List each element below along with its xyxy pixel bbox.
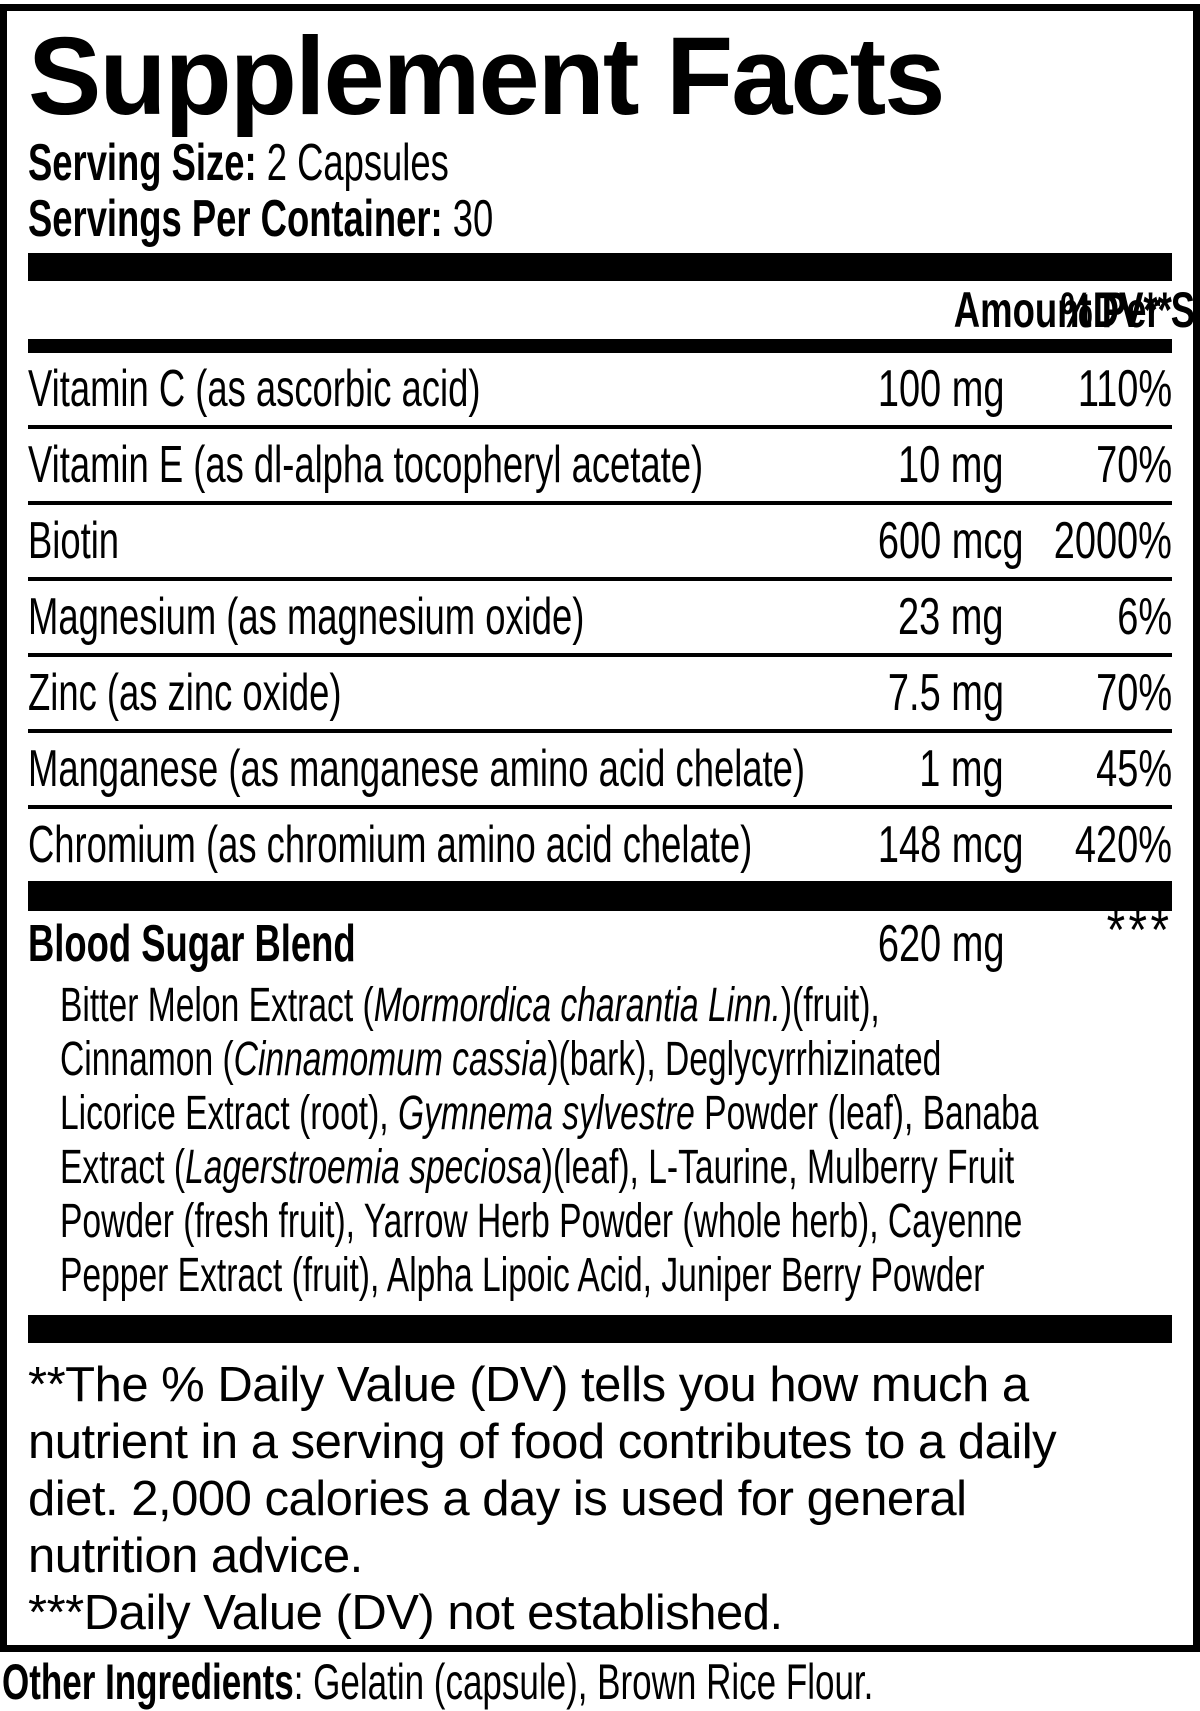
nutrient-name-text: Vitamin E (as dl-alpha tocopheryl acetat… [28, 436, 704, 494]
servings-per-container-value: 30 [442, 190, 494, 248]
nutrient-name: Vitamin E (as dl-alpha tocopheryl acetat… [28, 435, 824, 495]
blend-description-text: Powder (fresh fruit), Yarrow Herb Powder… [60, 1195, 1023, 1248]
nutrient-amount-text: 100 mg [877, 360, 1004, 418]
nutrient-amount: 1 mg [824, 739, 1004, 799]
nutrient-amount: 600 mcg [824, 511, 1024, 571]
nutrient-dv-text: 70% [1096, 436, 1172, 494]
nutrient-name-text: Biotin [28, 512, 120, 570]
blend-dv-asterisks: *** [1106, 898, 1172, 961]
table-row: Chromium (as chromium amino acid chelate… [28, 809, 1172, 881]
nutrient-dv: 6% [1004, 587, 1172, 647]
other-ingredients-label: Other Ingredients [2, 1654, 294, 1710]
nutrient-name: Manganese (as manganese amino acid chela… [28, 739, 824, 799]
other-ingredients-line: Other Ingredients: Gelatin (capsule), Br… [2, 1656, 1200, 1708]
nutrient-name-text: Chromium (as chromium amino acid chelate… [28, 816, 753, 874]
serving-size-value: 2 Capsules [256, 134, 449, 192]
nutrient-amount: 10 mg [824, 435, 1004, 495]
blend-description-text: Cinnamon (Cinnamomum cassia)(bark), Degl… [60, 1033, 942, 1086]
blend-description-text: Pepper Extract (fruit), Alpha Lipoic Aci… [60, 1249, 985, 1302]
nutrient-dv-text: 110% [1077, 360, 1172, 418]
table-row: Magnesium (as magnesium oxide) 23 mg 6% [28, 581, 1172, 657]
blend-description-line: Pepper Extract (fruit), Alpha Lipoic Aci… [60, 1249, 1172, 1303]
nutrient-name: Magnesium (as magnesium oxide) [28, 587, 824, 647]
nutrient-amount-text: 10 mg [898, 436, 1004, 494]
blend-description-line: Cinnamon (Cinnamomum cassia)(bark), Degl… [60, 1033, 1172, 1087]
servings-per-container-line: Servings Per Container: 30 [28, 193, 1172, 245]
header-percent-dv: %DV** [1060, 282, 1172, 338]
nutrient-dv-text: 6% [1117, 588, 1172, 646]
table-header-row: Amount Per Serving %DV** [28, 281, 1200, 339]
nutrient-rows: Vitamin C (as ascorbic acid) 100 mg 110% Vi… [28, 353, 1172, 881]
facts-panel: Supplement Facts Serving Size: 2 Capsule… [0, 4, 1200, 1652]
nutrient-name: Biotin [28, 511, 824, 571]
nutrient-dv: 45% [1004, 739, 1172, 799]
nutrient-amount: 23 mg [824, 587, 1004, 647]
table-row: Manganese (as manganese amino acid chela… [28, 733, 1172, 809]
blend-amount: 620 mg [877, 914, 1004, 973]
nutrient-dv: 70% [1004, 663, 1172, 723]
blend-description-line: Extract (Lagerstroemia speciosa)(leaf), … [60, 1141, 1172, 1195]
table-row: Biotin 600 mcg 2000% [28, 505, 1172, 581]
other-ingredients-value: : Gelatin (capsule), Brown Rice Flour. [293, 1654, 874, 1710]
nutrient-dv-text: 420% [1074, 816, 1172, 874]
footnotes: **The % Daily Value (DV) tells you how m… [28, 1357, 1172, 1642]
blend-description-text: Licorice Extract (root), Gymnema sylvest… [60, 1087, 1039, 1140]
table-row: Zinc (as zinc oxide) 7.5 mg 70% [28, 657, 1172, 733]
blend-description-text: Extract (Lagerstroemia speciosa)(leaf), … [60, 1141, 1015, 1194]
blend-description-line: Licorice Extract (root), Gymnema sylvest… [60, 1087, 1172, 1141]
blend-row: Blood Sugar Blend 620 mg *** [28, 898, 1172, 975]
blend-name: Blood Sugar Blend [28, 914, 356, 973]
nutrient-amount-text: 7.5 mg [887, 664, 1004, 722]
nutrient-dv-text: 45% [1096, 740, 1172, 798]
nutrient-amount-text: 148 mcg [877, 816, 1024, 874]
nutrient-name: Chromium (as chromium amino acid chelate… [28, 815, 824, 875]
page-title: Supplement Facts [28, 15, 945, 138]
nutrient-amount-text: 600 mcg [877, 512, 1024, 570]
divider-bar-thick [28, 1315, 1172, 1343]
blend-description-line: Bitter Melon Extract (Mormordica charant… [60, 979, 1172, 1033]
dv-footnote-line: diet. 2,000 calories a day is used for g… [28, 1472, 967, 1526]
divider-bar-thick [28, 881, 1172, 911]
nutrient-amount: 100 mg [824, 359, 1004, 419]
divider-bar-thin [28, 339, 1172, 353]
nutrient-name: Zinc (as zinc oxide) [28, 663, 824, 723]
dv-not-established-footnote: ***Daily Value (DV) not established. [28, 1586, 783, 1640]
nutrient-amount-text: 1 mg [919, 740, 1004, 798]
divider-bar-thick [28, 253, 1172, 281]
nutrient-name-text: Manganese (as manganese amino acid chela… [28, 740, 806, 798]
serving-size-line: Serving Size: 2 Capsules [28, 137, 1172, 189]
blend-description: Bitter Melon Extract (Mormordica charant… [28, 979, 1172, 1303]
dv-footnote-line: nutrition advice. [28, 1529, 363, 1583]
servings-per-container-label: Servings Per Container: [28, 190, 443, 248]
nutrient-dv-text: 2000% [1053, 512, 1172, 570]
blend-description-line: Powder (fresh fruit), Yarrow Herb Powder… [60, 1195, 1172, 1249]
header-amount-per-serving: Amount Per Serving [953, 282, 1200, 338]
nutrient-dv-text: 70% [1096, 664, 1172, 722]
table-row: Vitamin C (as ascorbic acid) 100 mg 110% [28, 353, 1172, 429]
nutrient-amount-text: 23 mg [898, 588, 1004, 646]
table-row: Vitamin E (as dl-alpha tocopheryl acetat… [28, 429, 1172, 505]
nutrient-name-text: Zinc (as zinc oxide) [28, 664, 342, 722]
nutrient-name: Vitamin C (as ascorbic acid) [28, 359, 824, 419]
nutrient-name-text: Vitamin C (as ascorbic acid) [28, 360, 481, 418]
nutrient-dv: 420% [1004, 815, 1172, 875]
dv-footnote-line: nutrient in a serving of food contribute… [28, 1415, 1057, 1469]
nutrient-amount: 148 mcg [824, 815, 1024, 875]
nutrient-dv: 110% [1004, 359, 1172, 419]
dv-footnote-line: **The % Daily Value (DV) tells you how m… [28, 1358, 1029, 1412]
nutrient-amount: 7.5 mg [824, 663, 1004, 723]
nutrient-dv: 2000% [1004, 511, 1172, 571]
nutrient-name-text: Magnesium (as magnesium oxide) [28, 588, 585, 646]
nutrient-dv: 70% [1004, 435, 1172, 495]
serving-size-label: Serving Size: [28, 134, 257, 192]
blend-description-text: Bitter Melon Extract (Mormordica charant… [60, 979, 880, 1032]
